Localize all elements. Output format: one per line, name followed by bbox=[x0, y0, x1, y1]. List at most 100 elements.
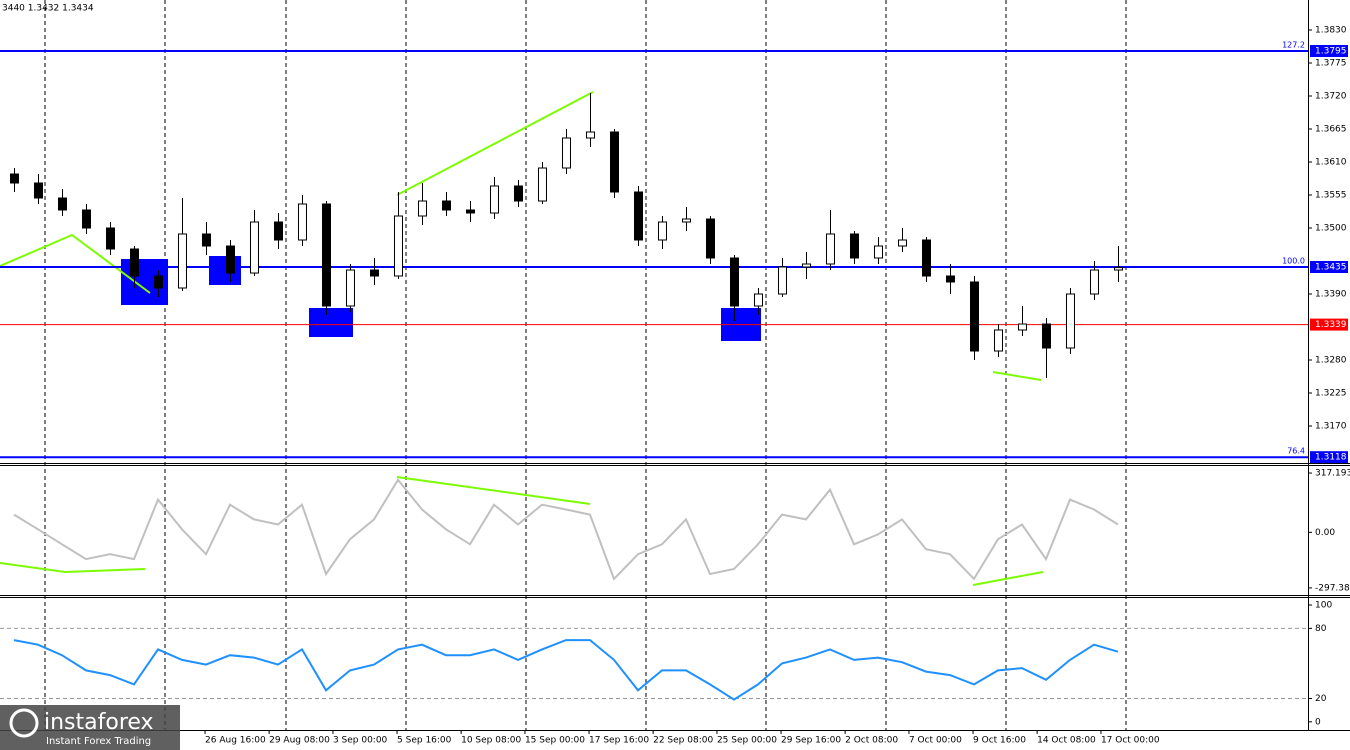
candle-body bbox=[393, 215, 403, 277]
level-price-label: 1.3339 bbox=[1315, 320, 1347, 330]
candle-body bbox=[465, 209, 475, 214]
x-tick-label: 15 Sep 00:00 bbox=[525, 736, 585, 746]
candle-body bbox=[297, 203, 307, 241]
candle-body bbox=[57, 197, 67, 211]
divergence-line bbox=[0, 562, 146, 574]
y-tick-label: 1.3280 bbox=[1315, 356, 1347, 366]
candle-body bbox=[633, 191, 643, 241]
candle-body bbox=[249, 221, 259, 274]
indicator-line bbox=[13, 639, 1119, 701]
logo: instaforex Instant Forex Trading bbox=[0, 705, 180, 750]
x-tick-label: 26 Aug 16:00 bbox=[205, 736, 266, 746]
x-tick-label: 14 Oct 08:00 bbox=[1037, 736, 1096, 746]
level-ratio-label: 100.0 bbox=[1282, 257, 1305, 266]
indicator-line bbox=[13, 478, 1119, 581]
header-quote: 3440 1.3432 1.3434 bbox=[2, 4, 94, 14]
x-tick-label: 17 Sep 16:00 bbox=[589, 736, 649, 746]
divergence-line bbox=[0, 233, 151, 294]
candle-body bbox=[33, 182, 43, 199]
candle-body bbox=[441, 200, 451, 211]
candle-body bbox=[561, 137, 571, 169]
candle-body bbox=[1017, 323, 1027, 331]
candle-body bbox=[273, 221, 283, 241]
candle-body bbox=[177, 233, 187, 289]
candle-body bbox=[945, 275, 955, 283]
x-tick-label: 7 Oct 00:00 bbox=[909, 736, 962, 746]
level-price-label: 1.3795 bbox=[1315, 47, 1347, 57]
candle-body bbox=[153, 275, 163, 289]
y-tick-label: 1.3665 bbox=[1315, 125, 1347, 135]
candle-body bbox=[513, 185, 523, 202]
candle-body bbox=[1089, 269, 1099, 295]
candle-body bbox=[489, 185, 499, 214]
y-tick-label: 1.3775 bbox=[1315, 59, 1347, 69]
x-tick-label: 5 Sep 16:00 bbox=[397, 736, 452, 746]
plot: 26 Aug 16:00 29 Aug 08:00 3 Sep 00:00 5 Sep… bbox=[0, 26, 1350, 746]
frame bbox=[0, 0, 1350, 731]
candle-body bbox=[777, 266, 787, 295]
level-ratio-label: 127.2 bbox=[1282, 41, 1305, 50]
candle-body bbox=[105, 227, 115, 250]
candle-body bbox=[873, 245, 883, 259]
logo-brand: instaforex bbox=[44, 710, 154, 735]
level-ratio-label: 76.4 bbox=[1287, 447, 1305, 456]
candle-body bbox=[81, 209, 91, 229]
logo-tagline: Instant Forex Trading bbox=[46, 736, 151, 747]
y-tick-label: 1.3390 bbox=[1315, 290, 1347, 300]
y-tick-label: -297.386 bbox=[1315, 583, 1350, 593]
candle-body bbox=[1113, 267, 1123, 271]
y-tick-label: 1.3225 bbox=[1315, 389, 1347, 399]
y-tick-label: 1.3720 bbox=[1315, 92, 1347, 102]
x-tick-label: 22 Sep 08:00 bbox=[653, 736, 713, 746]
candle-body bbox=[585, 131, 595, 139]
candle-body bbox=[729, 257, 739, 307]
y-tick-label: 1.3170 bbox=[1315, 422, 1347, 432]
x-tick-label: 3 Sep 00:00 bbox=[333, 736, 388, 746]
candle-body bbox=[1041, 323, 1051, 349]
y-tick-label: 1.3610 bbox=[1315, 158, 1347, 168]
level-price-label: 1.3435 bbox=[1315, 263, 1347, 273]
y-tick-label: 0 bbox=[1315, 717, 1321, 727]
candle-body bbox=[825, 233, 835, 265]
candle-body bbox=[969, 281, 979, 352]
period-separators bbox=[44, 0, 1127, 730]
divergence-line bbox=[972, 571, 1044, 586]
divergence-lines bbox=[0, 91, 1044, 586]
candle-body bbox=[345, 269, 355, 307]
candle-body bbox=[921, 239, 931, 277]
zone-box bbox=[209, 256, 241, 285]
candle-body bbox=[609, 131, 619, 193]
y-tick-label: 317.1939 bbox=[1315, 469, 1350, 479]
level-price-label: 1.3118 bbox=[1315, 453, 1347, 463]
candle-body bbox=[849, 233, 859, 259]
zones bbox=[121, 256, 761, 341]
candle-body bbox=[705, 218, 715, 259]
x-tick-label: 9 Oct 16:00 bbox=[973, 736, 1026, 746]
candle-body bbox=[897, 239, 907, 247]
candle-body bbox=[321, 203, 331, 307]
candle-body bbox=[129, 248, 139, 277]
candle-body bbox=[537, 167, 547, 202]
y-tick-label: 100 bbox=[1315, 601, 1332, 611]
y-tick-label: 1.3555 bbox=[1315, 191, 1347, 201]
y-tick-label: 1.3830 bbox=[1315, 26, 1347, 36]
candle-body bbox=[201, 233, 211, 247]
level-price-box bbox=[1310, 261, 1348, 273]
x-tick-label: 25 Sep 00:00 bbox=[717, 736, 777, 746]
level-price-box bbox=[1310, 45, 1348, 57]
candle-body bbox=[369, 269, 379, 277]
candle-body bbox=[225, 245, 235, 274]
divergence-line bbox=[396, 91, 594, 196]
y-tick-label: 1.3500 bbox=[1315, 224, 1347, 234]
candle-body bbox=[417, 200, 427, 217]
x-tick-label: 10 Sep 08:00 bbox=[461, 736, 521, 746]
y-tick-label: 0.00 bbox=[1315, 528, 1335, 538]
y-tick-label: 80 bbox=[1315, 624, 1327, 634]
candle-body bbox=[753, 293, 763, 307]
candle-body bbox=[1065, 293, 1075, 349]
candle-body bbox=[9, 173, 19, 184]
x-tick-label: 17 Oct 00:00 bbox=[1101, 736, 1160, 746]
candle-body bbox=[657, 221, 667, 241]
level-price-box bbox=[1310, 318, 1348, 331]
